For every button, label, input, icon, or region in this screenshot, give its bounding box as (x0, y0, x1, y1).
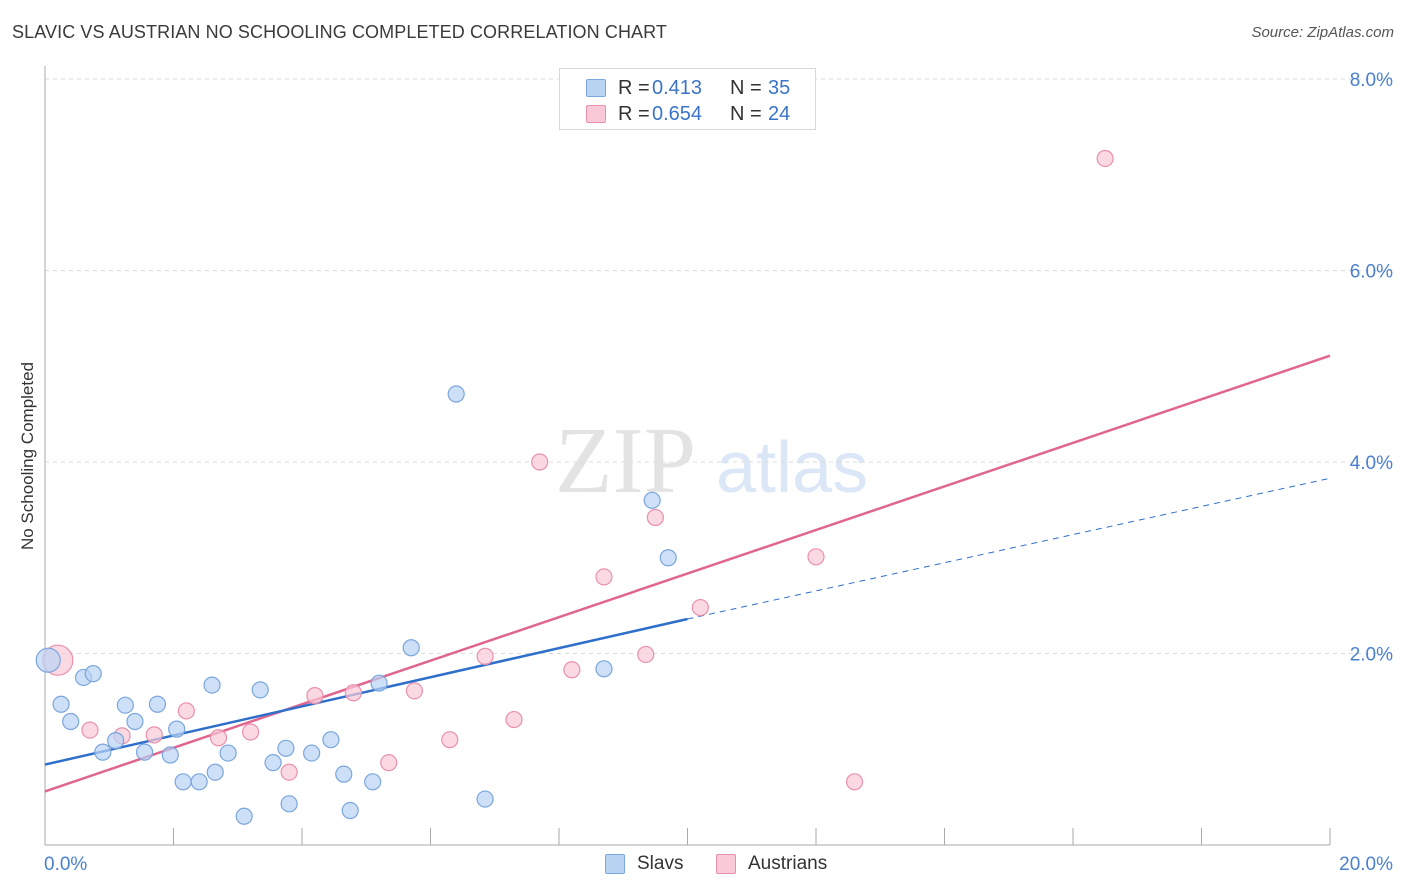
slavs-point (219, 744, 237, 762)
slavs-point (370, 674, 388, 692)
austrians-point (1096, 149, 1114, 168)
slavs-point (35, 647, 61, 673)
slavs-point (203, 676, 221, 694)
slavs-point (107, 732, 125, 750)
austrians-point (306, 687, 324, 705)
slavs-point (161, 746, 179, 764)
austrians-point (563, 661, 581, 679)
y-tick-label: 4.0% (1350, 453, 1393, 474)
slavs-point (116, 696, 134, 714)
austrians-point (209, 729, 228, 747)
slavs-point (402, 639, 420, 657)
slavs-point (476, 790, 494, 808)
watermark-zip: ZIP (555, 409, 696, 513)
austrians-point (441, 731, 459, 749)
slavs-point (264, 754, 282, 772)
legend-austrians-swatch (716, 854, 736, 874)
austrians-point (380, 754, 398, 772)
austrians-n-label: N = (730, 102, 762, 125)
slavs-point (303, 744, 321, 762)
austrians-point (344, 684, 362, 702)
austrians-point (845, 773, 864, 791)
slavs-point (126, 712, 144, 731)
austrians-swatch (586, 105, 606, 123)
austrians-point (242, 723, 260, 741)
slavs-point (235, 807, 253, 825)
austrians-point (405, 682, 424, 700)
slavs-r-label: R = (618, 76, 650, 99)
slavs-point (84, 665, 102, 683)
chart-title: SLAVIC VS AUSTRIAN NO SCHOOLING COMPLETE… (12, 22, 668, 42)
austrians-point (637, 645, 655, 664)
austrians-point (691, 598, 709, 617)
austrians-r-value: 0.654 (652, 102, 703, 125)
slavs-point (135, 743, 154, 761)
slavs-point (148, 695, 167, 713)
slavs-point (168, 720, 186, 738)
slavs-point (364, 773, 382, 791)
slavs-point (595, 660, 613, 678)
austrians-point (531, 453, 549, 471)
source-label: Source: ZipAtlas.com (1251, 24, 1394, 41)
y-tick-label: 8.0% (1350, 70, 1393, 91)
slavs-point (174, 773, 192, 791)
watermark-atlas: atlas (716, 428, 868, 508)
slavs-point (341, 801, 359, 820)
slavs-point (447, 385, 465, 403)
slavs-point (322, 731, 340, 749)
austrians-point (280, 763, 298, 781)
austrians-point (646, 508, 664, 527)
austrians-trend-line (44, 354, 1331, 793)
slavs-point (280, 795, 298, 813)
slavs-n-value: 35 (768, 76, 791, 99)
slavs-point (277, 739, 295, 757)
slavs-n-label: N = (730, 76, 762, 99)
austrians-point (81, 721, 99, 739)
slavs-swatch (586, 79, 606, 97)
slavs-trend-line (44, 617, 688, 766)
y-tick-label: 6.0% (1350, 262, 1393, 283)
x-tick-label: 20.0% (1339, 854, 1393, 875)
slavs-point (659, 549, 677, 567)
austrians-point (505, 710, 523, 729)
slavs-point (251, 681, 269, 699)
austrians-r-label: R = (618, 102, 650, 125)
stats-box: R = 0.413 N = 35 R = 0.654 N = 24 (559, 68, 816, 130)
x-tick-label: 0.0% (44, 854, 87, 875)
legend-austrians-label: Austrians (748, 853, 828, 874)
legend-slavs-label: Slavs (637, 853, 684, 874)
slavs-point (52, 695, 70, 713)
slavs-point (643, 491, 661, 509)
austrians-n-value: 24 (768, 102, 791, 125)
austrians-point (177, 702, 195, 720)
austrians-point (145, 726, 163, 744)
slavs-point (190, 773, 208, 791)
legend-item-slavs[interactable]: Slavs (605, 852, 683, 876)
slavs-point (62, 712, 80, 731)
austrians-point (595, 568, 613, 586)
slavs-point (206, 763, 224, 781)
slavs-point (94, 743, 112, 761)
slavs-point (335, 765, 353, 783)
y-tick-label: 2.0% (1350, 645, 1393, 666)
legend-slavs-swatch (605, 854, 625, 874)
legend-item-austrians[interactable]: Austrians (716, 852, 827, 876)
austrians-point (807, 548, 825, 566)
austrians-point (476, 647, 494, 665)
slavs-r-value: 0.413 (652, 76, 703, 99)
